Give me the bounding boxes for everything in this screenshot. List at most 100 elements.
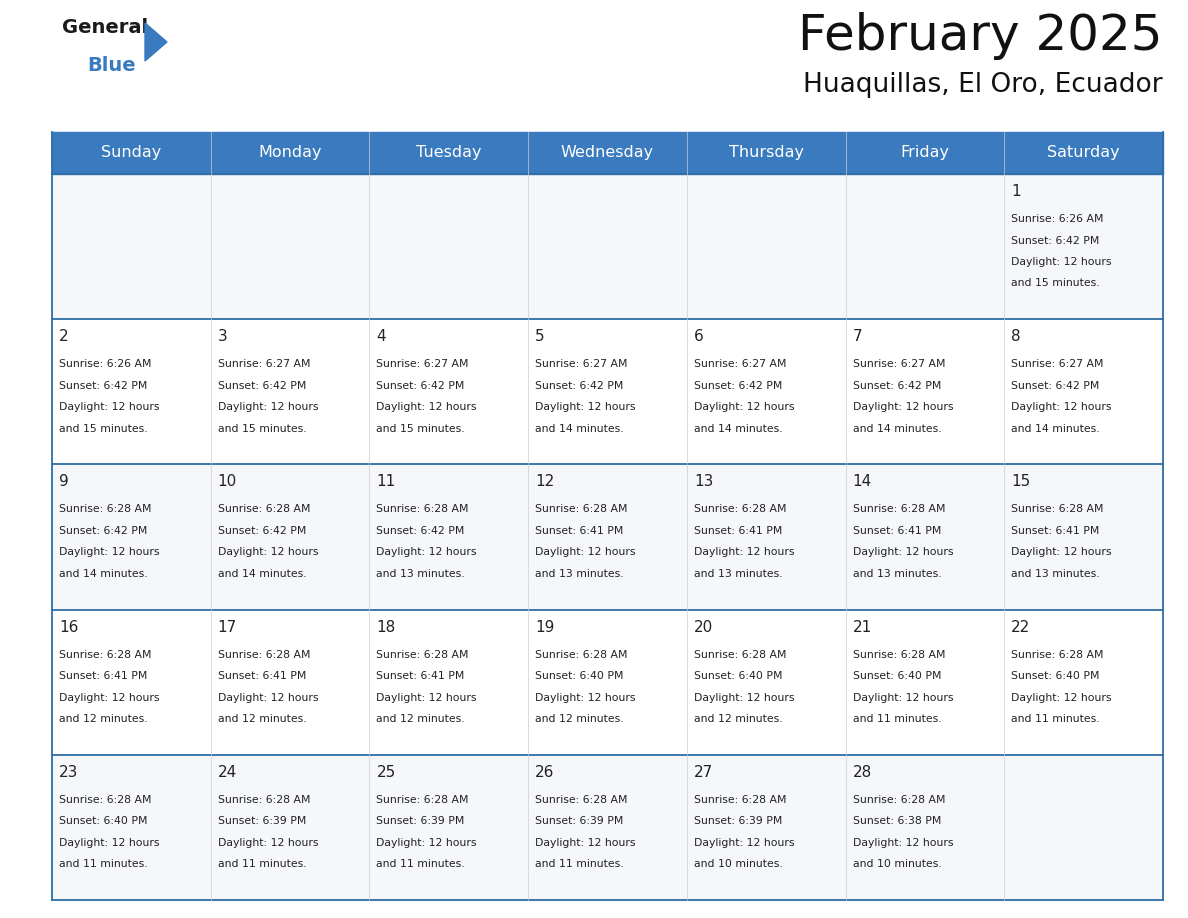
Text: 5: 5 [535, 330, 545, 344]
Text: 12: 12 [535, 475, 555, 489]
Text: Sunrise: 6:28 AM: Sunrise: 6:28 AM [217, 504, 310, 514]
Text: Huaquillas, El Oro, Ecuador: Huaquillas, El Oro, Ecuador [803, 72, 1163, 98]
Text: and 13 minutes.: and 13 minutes. [535, 569, 624, 579]
Text: 20: 20 [694, 620, 713, 634]
Text: 6: 6 [694, 330, 703, 344]
Text: 17: 17 [217, 620, 236, 634]
Text: Sunset: 6:39 PM: Sunset: 6:39 PM [217, 816, 307, 826]
Text: Daylight: 12 hours: Daylight: 12 hours [694, 838, 795, 848]
Text: Daylight: 12 hours: Daylight: 12 hours [59, 402, 159, 412]
Text: Sunrise: 6:28 AM: Sunrise: 6:28 AM [853, 504, 946, 514]
Text: Daylight: 12 hours: Daylight: 12 hours [377, 838, 476, 848]
Text: Daylight: 12 hours: Daylight: 12 hours [1011, 692, 1112, 702]
Text: Daylight: 12 hours: Daylight: 12 hours [694, 547, 795, 557]
Text: 9: 9 [59, 475, 69, 489]
Text: Daylight: 12 hours: Daylight: 12 hours [535, 838, 636, 848]
Text: 25: 25 [377, 765, 396, 779]
Text: 1: 1 [1011, 184, 1020, 199]
Text: Daylight: 12 hours: Daylight: 12 hours [535, 547, 636, 557]
Text: 22: 22 [1011, 620, 1030, 634]
Text: Sunset: 6:42 PM: Sunset: 6:42 PM [377, 381, 465, 391]
Text: Daylight: 12 hours: Daylight: 12 hours [377, 547, 476, 557]
Text: and 12 minutes.: and 12 minutes. [377, 714, 465, 724]
Text: Sunset: 6:41 PM: Sunset: 6:41 PM [535, 526, 624, 536]
Text: 16: 16 [59, 620, 78, 634]
Text: and 11 minutes.: and 11 minutes. [217, 859, 307, 869]
Text: Sunrise: 6:28 AM: Sunrise: 6:28 AM [535, 650, 627, 660]
Text: Daylight: 12 hours: Daylight: 12 hours [217, 402, 318, 412]
Text: Sunset: 6:42 PM: Sunset: 6:42 PM [535, 381, 624, 391]
Text: 26: 26 [535, 765, 555, 779]
Text: and 10 minutes.: and 10 minutes. [694, 859, 783, 869]
Text: Daylight: 12 hours: Daylight: 12 hours [535, 402, 636, 412]
Text: Daylight: 12 hours: Daylight: 12 hours [59, 692, 159, 702]
Text: Sunset: 6:40 PM: Sunset: 6:40 PM [535, 671, 624, 681]
Text: and 15 minutes.: and 15 minutes. [59, 424, 147, 433]
Text: Sunrise: 6:28 AM: Sunrise: 6:28 AM [59, 795, 152, 805]
Text: Daylight: 12 hours: Daylight: 12 hours [217, 547, 318, 557]
Text: and 13 minutes.: and 13 minutes. [377, 569, 465, 579]
Text: 14: 14 [853, 475, 872, 489]
Text: Monday: Monday [258, 145, 322, 161]
Text: Sunrise: 6:28 AM: Sunrise: 6:28 AM [535, 504, 627, 514]
Text: Daylight: 12 hours: Daylight: 12 hours [694, 692, 795, 702]
Text: Daylight: 12 hours: Daylight: 12 hours [853, 402, 953, 412]
Text: Thursday: Thursday [728, 145, 804, 161]
Text: and 14 minutes.: and 14 minutes. [853, 424, 941, 433]
Text: Blue: Blue [87, 56, 135, 75]
Text: Sunrise: 6:28 AM: Sunrise: 6:28 AM [59, 650, 152, 660]
Text: Daylight: 12 hours: Daylight: 12 hours [1011, 257, 1112, 267]
Text: Sunset: 6:39 PM: Sunset: 6:39 PM [535, 816, 624, 826]
Text: Sunset: 6:42 PM: Sunset: 6:42 PM [217, 381, 307, 391]
Text: Sunset: 6:41 PM: Sunset: 6:41 PM [694, 526, 782, 536]
Text: Sunset: 6:42 PM: Sunset: 6:42 PM [217, 526, 307, 536]
Text: Sunrise: 6:27 AM: Sunrise: 6:27 AM [377, 359, 469, 369]
Text: Daylight: 12 hours: Daylight: 12 hours [59, 547, 159, 557]
Text: Sunset: 6:41 PM: Sunset: 6:41 PM [853, 526, 941, 536]
Text: Sunrise: 6:28 AM: Sunrise: 6:28 AM [217, 650, 310, 660]
Text: Daylight: 12 hours: Daylight: 12 hours [217, 692, 318, 702]
Text: 2: 2 [59, 330, 69, 344]
Text: and 14 minutes.: and 14 minutes. [694, 424, 783, 433]
Text: 19: 19 [535, 620, 555, 634]
Text: 28: 28 [853, 765, 872, 779]
Text: Daylight: 12 hours: Daylight: 12 hours [1011, 547, 1112, 557]
Text: Daylight: 12 hours: Daylight: 12 hours [217, 838, 318, 848]
Text: Sunday: Sunday [101, 145, 162, 161]
Text: Sunset: 6:38 PM: Sunset: 6:38 PM [853, 816, 941, 826]
Text: Sunrise: 6:28 AM: Sunrise: 6:28 AM [1011, 504, 1104, 514]
Text: 23: 23 [59, 765, 78, 779]
Text: Sunset: 6:39 PM: Sunset: 6:39 PM [377, 816, 465, 826]
Text: Wednesday: Wednesday [561, 145, 655, 161]
Text: Daylight: 12 hours: Daylight: 12 hours [694, 402, 795, 412]
Text: Daylight: 12 hours: Daylight: 12 hours [853, 547, 953, 557]
Text: Sunrise: 6:28 AM: Sunrise: 6:28 AM [217, 795, 310, 805]
Text: and 12 minutes.: and 12 minutes. [217, 714, 307, 724]
Text: Sunset: 6:40 PM: Sunset: 6:40 PM [694, 671, 783, 681]
Text: Sunset: 6:42 PM: Sunset: 6:42 PM [1011, 381, 1100, 391]
Text: Sunrise: 6:28 AM: Sunrise: 6:28 AM [853, 795, 946, 805]
Text: and 13 minutes.: and 13 minutes. [1011, 569, 1100, 579]
Text: Sunrise: 6:28 AM: Sunrise: 6:28 AM [377, 795, 469, 805]
Text: Saturday: Saturday [1048, 145, 1120, 161]
Text: and 11 minutes.: and 11 minutes. [535, 859, 624, 869]
Text: 4: 4 [377, 330, 386, 344]
Text: and 12 minutes.: and 12 minutes. [59, 714, 147, 724]
Text: 18: 18 [377, 620, 396, 634]
Text: and 11 minutes.: and 11 minutes. [377, 859, 465, 869]
Text: and 11 minutes.: and 11 minutes. [59, 859, 147, 869]
Text: Sunrise: 6:28 AM: Sunrise: 6:28 AM [59, 504, 152, 514]
Text: February 2025: February 2025 [798, 12, 1163, 60]
Text: and 15 minutes.: and 15 minutes. [1011, 278, 1100, 288]
Text: Daylight: 12 hours: Daylight: 12 hours [1011, 402, 1112, 412]
Text: and 10 minutes.: and 10 minutes. [853, 859, 941, 869]
Text: Daylight: 12 hours: Daylight: 12 hours [59, 838, 159, 848]
Text: Sunrise: 6:28 AM: Sunrise: 6:28 AM [535, 795, 627, 805]
Text: and 11 minutes.: and 11 minutes. [1011, 714, 1100, 724]
Text: 11: 11 [377, 475, 396, 489]
Text: Sunset: 6:42 PM: Sunset: 6:42 PM [853, 381, 941, 391]
Text: Sunset: 6:40 PM: Sunset: 6:40 PM [1011, 671, 1100, 681]
Text: and 15 minutes.: and 15 minutes. [217, 424, 307, 433]
Text: Sunset: 6:42 PM: Sunset: 6:42 PM [59, 381, 147, 391]
Text: Daylight: 12 hours: Daylight: 12 hours [853, 692, 953, 702]
